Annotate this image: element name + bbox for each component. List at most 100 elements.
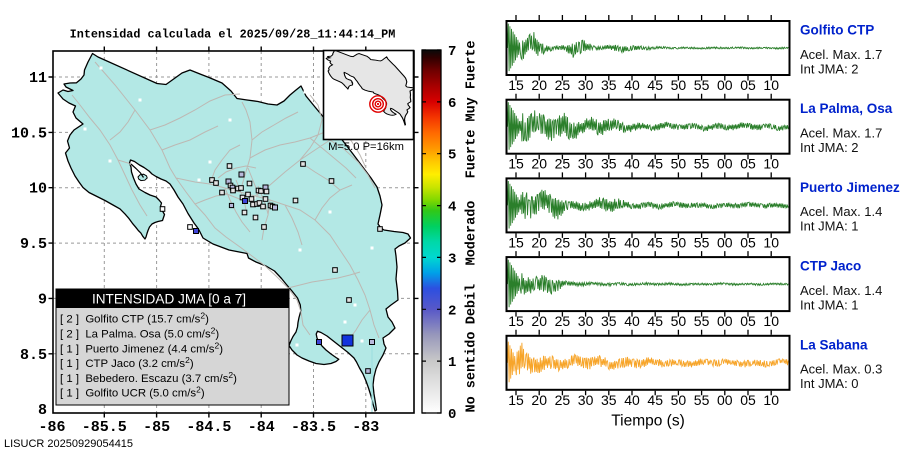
svg-text:[ 2 ] La Palma. Osa (5.0 cm/s: [ 2 ] La Palma. Osa (5.0 cm/s2) [60, 326, 219, 341]
svg-text:30: 30 [578, 156, 594, 172]
svg-text:Int JMA: 0: Int JMA: 0 [800, 376, 859, 391]
svg-text:25: 25 [555, 392, 571, 408]
svg-text:45: 45 [647, 234, 663, 250]
svg-text:45: 45 [647, 77, 663, 93]
svg-text:25: 25 [555, 77, 571, 93]
svg-text:50: 50 [671, 234, 687, 250]
svg-text:50: 50 [671, 77, 687, 93]
svg-text:8: 8 [38, 402, 47, 419]
svg-text:6: 6 [448, 96, 456, 112]
svg-text:11: 11 [29, 70, 47, 87]
svg-text:Debil: Debil [465, 284, 480, 325]
svg-text:5: 5 [448, 148, 456, 164]
svg-text:0: 0 [448, 407, 456, 423]
svg-text:55: 55 [694, 392, 710, 408]
svg-text:55: 55 [694, 313, 710, 329]
svg-text:[ 1 ] Golfito UCR (5.0 cm/s2): [ 1 ] Golfito UCR (5.0 cm/s2) [60, 385, 205, 400]
svg-text:50: 50 [671, 156, 687, 172]
svg-text:[ 1 ] Puerto Jimenez (4.4 cm/: [ 1 ] Puerto Jimenez (4.4 cm/s2) [60, 340, 223, 355]
svg-text:-85.5: -85.5 [82, 419, 127, 436]
svg-text:05: 05 [740, 313, 756, 329]
svg-text:4: 4 [448, 200, 456, 216]
svg-text:10: 10 [763, 392, 779, 408]
svg-text:55: 55 [694, 156, 710, 172]
svg-text:Puerto Jimenez: Puerto Jimenez [800, 180, 900, 195]
svg-text:LISUCR 20250929054415: LISUCR 20250929054415 [4, 438, 133, 450]
svg-text:05: 05 [740, 234, 756, 250]
svg-text:35: 35 [601, 234, 617, 250]
svg-text:Moderado: Moderado [465, 201, 480, 266]
svg-text:50: 50 [671, 392, 687, 408]
svg-text:15: 15 [508, 77, 524, 93]
svg-text:M=5.0 P=16km: M=5.0 P=16km [328, 141, 404, 153]
svg-text:10: 10 [29, 181, 47, 198]
svg-text:Int JMA: 1: Int JMA: 1 [800, 297, 859, 312]
svg-text:-83: -83 [352, 419, 379, 436]
svg-text:7: 7 [448, 44, 456, 60]
svg-text:10: 10 [763, 77, 779, 93]
svg-text:Muy Fuerte: Muy Fuerte [465, 40, 480, 121]
svg-text:55: 55 [694, 234, 710, 250]
svg-text:-85: -85 [143, 419, 170, 436]
svg-text:05: 05 [740, 77, 756, 93]
svg-text:20: 20 [531, 313, 547, 329]
svg-text:15: 15 [508, 156, 524, 172]
svg-text:30: 30 [578, 313, 594, 329]
svg-text:-86: -86 [38, 419, 65, 436]
svg-text:20: 20 [531, 234, 547, 250]
svg-text:30: 30 [578, 392, 594, 408]
svg-text:20: 20 [531, 77, 547, 93]
svg-text:8.5: 8.5 [20, 347, 47, 364]
svg-text:Intensidad calculada el 2025/0: Intensidad calculada el 2025/09/28_11:44… [70, 28, 396, 42]
svg-text:40: 40 [624, 392, 640, 408]
svg-text:Acel. Max. 1.4: Acel. Max. 1.4 [800, 204, 882, 219]
svg-text:Acel. Max. 1.7: Acel. Max. 1.7 [800, 47, 882, 62]
svg-text:No sentido: No sentido [465, 331, 480, 412]
svg-text:[ 1 ] Bebedero. Escazu (3.7 c: [ 1 ] Bebedero. Escazu (3.7 cm/s2) [60, 370, 237, 385]
svg-text:45: 45 [647, 313, 663, 329]
svg-text:La Sabana: La Sabana [800, 337, 868, 352]
svg-text:Acel. Max. 1.4: Acel. Max. 1.4 [800, 283, 882, 298]
svg-text:Acel. Max. 0.3: Acel. Max. 0.3 [800, 362, 882, 377]
svg-text:INTENSIDAD JMA [0 a 7]: INTENSIDAD JMA [0 a 7] [92, 292, 246, 307]
svg-text:40: 40 [624, 77, 640, 93]
svg-text:[ 2 ] Golfito CTP (15.7 cm/s2: [ 2 ] Golfito CTP (15.7 cm/s2) [60, 311, 209, 326]
svg-text:[ 1 ] CTP Jaco (3.2 cm/s2): [ 1 ] CTP Jaco (3.2 cm/s2) [60, 355, 194, 370]
svg-text:15: 15 [508, 313, 524, 329]
svg-text:35: 35 [601, 313, 617, 329]
svg-text:9.5: 9.5 [20, 236, 47, 253]
svg-text:45: 45 [647, 156, 663, 172]
svg-text:00: 00 [717, 77, 733, 93]
svg-text:40: 40 [624, 156, 640, 172]
svg-text:20: 20 [531, 156, 547, 172]
svg-text:15: 15 [508, 392, 524, 408]
svg-text:30: 30 [578, 77, 594, 93]
svg-text:Fuerte: Fuerte [465, 130, 480, 179]
svg-text:30: 30 [578, 234, 594, 250]
svg-text:00: 00 [717, 392, 733, 408]
svg-text:-83.5: -83.5 [291, 419, 336, 436]
svg-text:10.5: 10.5 [11, 125, 47, 142]
svg-text:10: 10 [763, 156, 779, 172]
svg-text:00: 00 [717, 313, 733, 329]
svg-text:-84.5: -84.5 [186, 419, 231, 436]
svg-text:15: 15 [508, 234, 524, 250]
svg-text:05: 05 [740, 156, 756, 172]
svg-text:40: 40 [624, 234, 640, 250]
svg-text:Int JMA: 1: Int JMA: 1 [800, 219, 859, 234]
svg-text:Acel. Max. 1.7: Acel. Max. 1.7 [800, 126, 882, 141]
svg-text:1: 1 [448, 355, 456, 371]
svg-text:2: 2 [448, 303, 456, 319]
svg-text:25: 25 [555, 234, 571, 250]
svg-text:00: 00 [717, 234, 733, 250]
svg-text:-84: -84 [248, 419, 275, 436]
svg-text:35: 35 [601, 156, 617, 172]
svg-text:35: 35 [601, 392, 617, 408]
svg-text:Tiempo (s): Tiempo (s) [611, 413, 685, 430]
svg-text:Int JMA: 2: Int JMA: 2 [800, 61, 859, 76]
svg-text:20: 20 [531, 392, 547, 408]
svg-text:35: 35 [601, 77, 617, 93]
svg-text:CTP Jaco: CTP Jaco [800, 259, 861, 274]
svg-text:25: 25 [555, 156, 571, 172]
svg-text:10: 10 [763, 234, 779, 250]
